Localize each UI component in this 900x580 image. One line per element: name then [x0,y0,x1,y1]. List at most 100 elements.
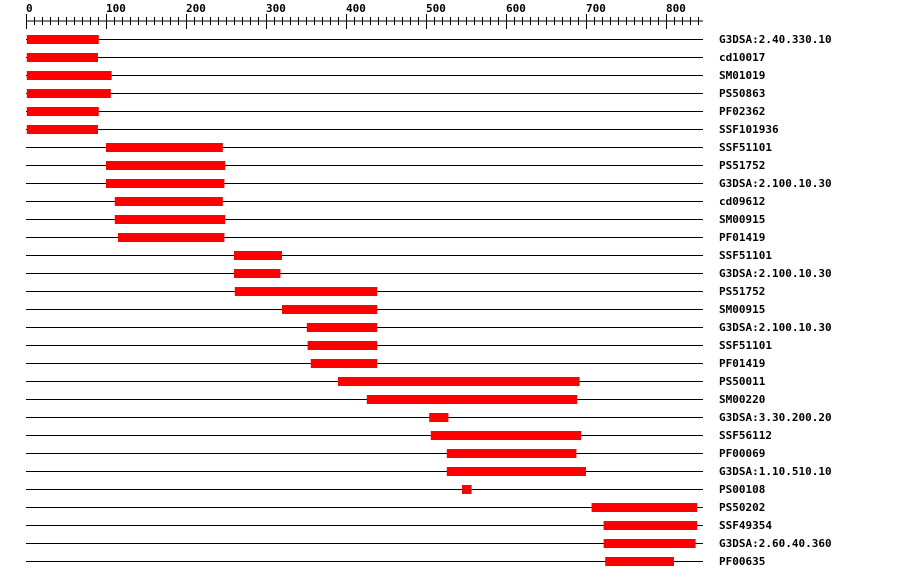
domain-row: PS50202 [26,501,765,514]
domain-row: PS50863 [26,87,765,100]
domain-row: G3DSA:2.100.10.30 [26,177,832,190]
domain-bar[interactable] [234,269,281,278]
domain-bar[interactable] [114,215,226,224]
domain-bar[interactable] [429,413,449,422]
domain-bar[interactable] [366,395,578,404]
domain-bar[interactable] [118,233,225,242]
ruler-tick-label: 400 [346,2,366,15]
domain-label[interactable]: PF02362 [719,105,765,118]
domain-label[interactable]: PF01419 [719,231,765,244]
domain-bar[interactable] [338,377,580,386]
domain-row: G3DSA:2.60.40.360 [26,537,832,550]
ruler-tick-label: 600 [506,2,526,15]
domain-bar[interactable] [462,485,472,494]
domain-row: PS50011 [26,375,766,388]
domain-label[interactable]: cd09612 [719,195,765,208]
domain-row: cd10017 [26,51,765,64]
domain-row: SM00915 [26,213,765,226]
domain-label[interactable]: PF00069 [719,447,765,460]
domain-label[interactable]: SM00220 [719,393,765,406]
domain-row: SSF51101 [26,339,772,352]
domain-bar[interactable] [234,287,378,296]
ruler-tick-label: 800 [666,2,686,15]
domain-row: PS51752 [26,285,765,298]
domain-label[interactable]: G3DSA:3.30.200.20 [719,411,832,424]
domain-bar[interactable] [446,467,586,476]
domain-row: PF00069 [26,447,765,460]
domain-bar[interactable] [446,449,577,458]
domain-row: G3DSA:3.30.200.20 [26,411,832,424]
domain-label[interactable]: G3DSA:2.40.330.10 [719,33,832,46]
domain-row: SM01019 [26,69,765,82]
domain-bar[interactable] [310,359,378,368]
domain-label[interactable]: PS51752 [719,159,765,172]
domain-label[interactable]: SM00915 [719,213,765,226]
domain-label[interactable]: SSF51101 [719,249,772,262]
domain-row: PF02362 [26,105,765,118]
domain-bar[interactable] [282,305,378,314]
domain-label[interactable]: PF01419 [719,357,765,370]
domain-row: PF01419 [26,357,765,370]
domain-row: PF01419 [26,231,765,244]
domain-bar[interactable] [307,341,378,350]
domain-label[interactable]: PS50011 [719,375,766,388]
domain-bar[interactable] [26,107,99,116]
domain-bar[interactable] [605,557,674,566]
domain-label[interactable]: PS00108 [719,483,765,496]
domain-rows: G3DSA:2.40.330.10 cd10017 SM01019 PS50863 PF… [26,33,832,568]
domain-label[interactable]: SSF51101 [719,339,772,352]
domain-label[interactable]: cd10017 [719,51,765,64]
domain-label[interactable]: PF00635 [719,555,765,568]
domain-bar[interactable] [26,125,98,134]
domain-bar[interactable] [603,521,698,530]
domain-bar[interactable] [26,89,111,98]
domain-bar[interactable] [306,323,378,332]
domain-label[interactable]: PS51752 [719,285,765,298]
ruler-tick-label: 700 [586,2,606,15]
domain-label[interactable]: SSF51101 [719,141,772,154]
domain-label[interactable]: SSF101936 [719,123,779,136]
domain-row: SSF51101 [26,141,772,154]
ruler-tick-label: 300 [266,2,286,15]
domain-row: SSF49354 [26,519,772,532]
domain-bar[interactable] [26,53,98,62]
domain-row: SSF56112 [26,429,772,442]
domain-label[interactable]: SSF49354 [719,519,772,532]
domain-label[interactable]: SM01019 [719,69,765,82]
position-ruler: 0 100 200 300 400 500 600 700 800 [26,2,703,29]
domain-bar[interactable] [234,251,282,260]
domain-row: G3DSA:1.10.510.10 [26,465,832,478]
domain-label[interactable]: G3DSA:2.100.10.30 [719,177,832,190]
domain-bar[interactable] [26,71,112,80]
domain-label[interactable]: G3DSA:2.100.10.30 [719,321,832,334]
ruler-tick-label: 100 [106,2,126,15]
domain-bar[interactable] [106,143,223,152]
domain-label[interactable]: PS50863 [719,87,765,100]
domain-label[interactable]: G3DSA:2.60.40.360 [719,537,832,550]
domain-row: SSF101936 [26,123,779,136]
domain-label[interactable]: SM00915 [719,303,765,316]
domain-bar[interactable] [106,179,225,188]
domain-label[interactable]: G3DSA:1.10.510.10 [719,465,832,478]
domain-bar[interactable] [603,539,696,548]
domain-row: PS51752 [26,159,765,172]
domain-row: PF00635 [26,555,765,568]
domain-label[interactable]: PS50202 [719,501,765,514]
domain-bar[interactable] [430,431,582,440]
ruler-tick-label: 200 [186,2,206,15]
domain-row: PS00108 [26,483,765,496]
ruler-tick-label: 0 [26,2,33,15]
domain-row: cd09612 [26,195,765,208]
domain-row: SM00220 [26,393,765,406]
domain-bar[interactable] [591,503,698,512]
domain-bar[interactable] [106,161,226,170]
domain-row: SSF51101 [26,249,772,262]
domain-row: G3DSA:2.40.330.10 [26,33,832,46]
ruler-tick-label: 500 [426,2,446,15]
domain-bar[interactable] [26,35,99,44]
domain-label[interactable]: G3DSA:2.100.10.30 [719,267,832,280]
domain-label[interactable]: SSF56112 [719,429,772,442]
domain-row: G3DSA:2.100.10.30 [26,267,832,280]
domain-bar[interactable] [114,197,223,206]
